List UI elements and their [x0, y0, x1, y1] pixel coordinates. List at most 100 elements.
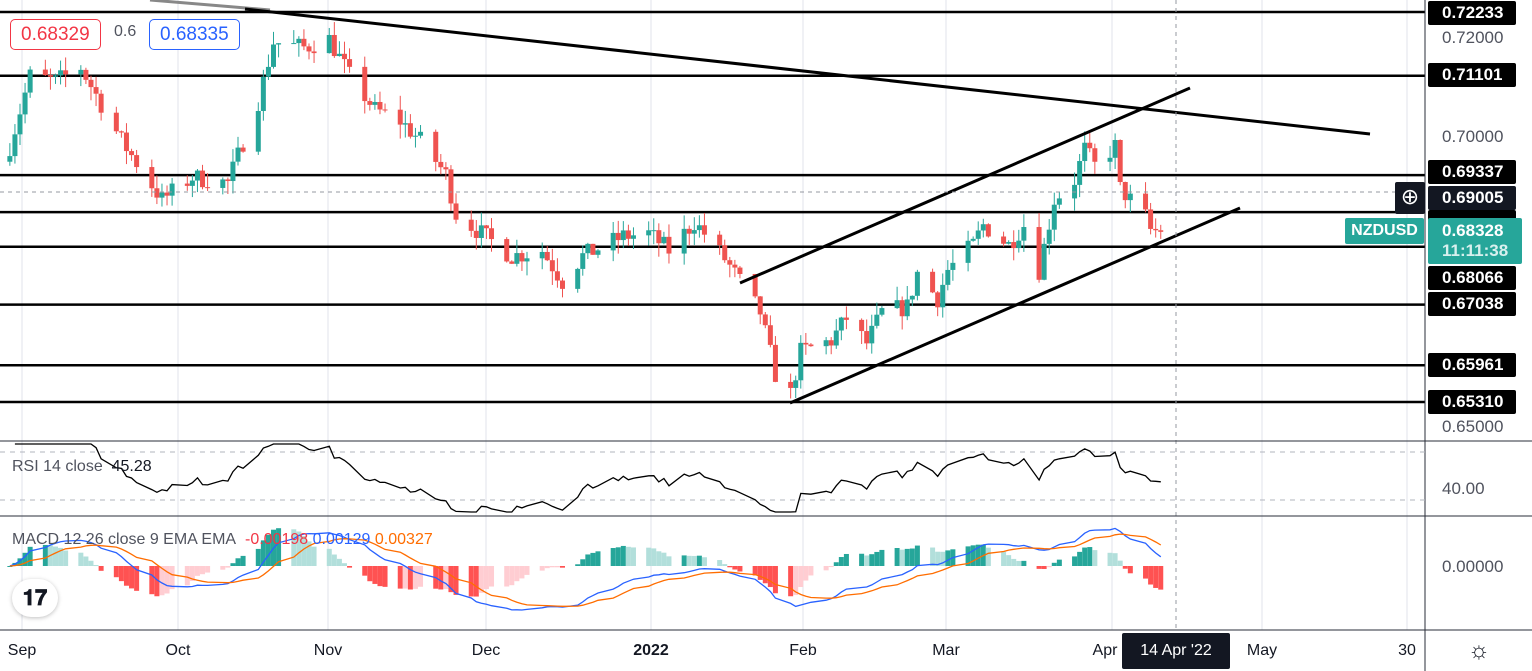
candle-body: [169, 183, 175, 196]
macd-hist-bar: [1077, 551, 1083, 566]
candle-body: [397, 109, 403, 125]
macd-hist-bar: [1001, 551, 1007, 566]
macd-tick: 0.00000: [1442, 557, 1504, 576]
candle-body: [701, 225, 707, 235]
candles: [7, 22, 1164, 399]
macd-hist-bar: [200, 566, 206, 575]
macd-hist-bar: [625, 546, 631, 566]
symbol-label: NZDUSD: [1345, 218, 1424, 244]
macd-hist-bar: [808, 566, 814, 576]
time-tick: May: [1246, 642, 1278, 659]
candle-body: [489, 228, 495, 240]
macd-hist-bar: [620, 545, 626, 566]
candle-body: [98, 93, 104, 113]
candle-body: [727, 260, 733, 265]
candle-body: [200, 170, 206, 188]
macd-histogram: [7, 528, 1164, 597]
macd-hist-bar: [27, 546, 33, 566]
channel-lower-line[interactable]: [789, 206, 1241, 405]
candle-body: [544, 251, 550, 261]
candle-body: [980, 224, 986, 231]
add-alert-plus-icon[interactable]: ⊕: [1395, 182, 1425, 214]
macd-hist-bar: [326, 548, 332, 566]
candle-body: [681, 228, 687, 254]
macd-hist-bar: [98, 566, 104, 571]
level-label: 0.69337: [1428, 160, 1516, 184]
trendlines[interactable]: [149, 0, 1371, 405]
candle-body: [134, 155, 140, 168]
candle-body: [194, 170, 200, 181]
candle-body: [154, 188, 160, 198]
macd-hist-bar: [22, 552, 28, 566]
candle-body: [118, 131, 124, 133]
bid-price-button[interactable]: 0.68329: [10, 19, 101, 50]
macd-hist-bar: [965, 546, 971, 566]
macd-hist-bar: [448, 566, 454, 593]
macd-hist-bar: [772, 566, 778, 594]
macd-legend[interactable]: MACD 12 26 close 9 EMA EMA -0.00198 0.00…: [12, 531, 433, 548]
macd-hist-bar: [418, 566, 424, 587]
macd-hist-bar: [336, 558, 342, 566]
macd-hist-bar: [1011, 558, 1017, 566]
macd-hist-bar: [803, 566, 809, 581]
level-label: 0.65310: [1428, 390, 1516, 414]
macd-hist-bar: [585, 554, 591, 566]
macd-hist-bar: [752, 566, 758, 576]
candle-body: [935, 292, 941, 308]
macd-hist-bar: [113, 566, 119, 578]
macd-hist-bar: [539, 566, 545, 571]
macd-hist-bar: [134, 566, 140, 591]
macd-hist-bar: [899, 549, 905, 566]
macd-hist-bar: [93, 565, 99, 567]
macd-value: 0.00129: [312, 531, 371, 548]
candle-body: [914, 271, 920, 296]
macd-hist-bar: [194, 566, 200, 576]
rsi-tick: 40.00: [1442, 479, 1485, 498]
macd-hist-bar: [661, 552, 667, 566]
macd-hist-bar: [1046, 566, 1052, 568]
settings-sun-icon[interactable]: ☼: [1468, 637, 1490, 664]
candle-body: [686, 228, 692, 234]
macd-hist-value: -0.00198: [244, 531, 309, 548]
candle-body: [1011, 242, 1017, 249]
candle-body: [306, 46, 312, 52]
macd-hist-bar: [509, 566, 515, 586]
macd-hist-bar: [798, 566, 804, 588]
macd-hist-bar: [438, 566, 444, 590]
candle-body: [504, 239, 510, 262]
macd-hist-bar: [894, 547, 900, 566]
channel-upper-line[interactable]: [739, 86, 1191, 285]
candle-body: [149, 167, 155, 189]
macd-hist-bar: [230, 563, 236, 566]
macd-hist-bar: [118, 566, 124, 582]
last-price-label: 0.68328 11:11:38: [1428, 218, 1522, 264]
candle-body: [412, 135, 418, 137]
macd-hist-bar: [123, 566, 129, 586]
candle-body: [341, 53, 347, 60]
level-label: 0.65961: [1428, 353, 1516, 377]
macd-hist-bar: [595, 551, 601, 566]
macd-hist-bar: [159, 566, 165, 596]
candle-body: [336, 53, 342, 57]
price-tick: 0.70000: [1442, 127, 1504, 146]
candle-body: [1056, 198, 1062, 205]
candle-body: [220, 179, 226, 188]
macd-hist-bar: [83, 556, 89, 566]
macd-hist-bar: [1041, 566, 1047, 569]
candle-body: [1107, 157, 1113, 162]
macd-hist-bar: [149, 566, 155, 595]
signal-value: 0.00327: [374, 531, 433, 548]
candle-body: [453, 203, 459, 220]
candle-body: [468, 219, 474, 231]
horizontal-levels[interactable]: [0, 10, 1425, 404]
rsi-legend[interactable]: RSI 14 close 45.28: [12, 458, 152, 475]
macd-hist-bar: [1092, 550, 1098, 566]
downtrend-line[interactable]: [244, 7, 1371, 136]
time-tick: Mar: [932, 642, 960, 659]
macd-hist-bar: [722, 564, 728, 566]
time-tick: Apr: [1092, 642, 1118, 659]
ask-price-button[interactable]: 0.68335: [149, 19, 240, 50]
crosshair-date-label: 14 Apr '22: [1122, 633, 1230, 669]
tradingview-logo[interactable]: 𝟏𝟕: [12, 579, 58, 617]
